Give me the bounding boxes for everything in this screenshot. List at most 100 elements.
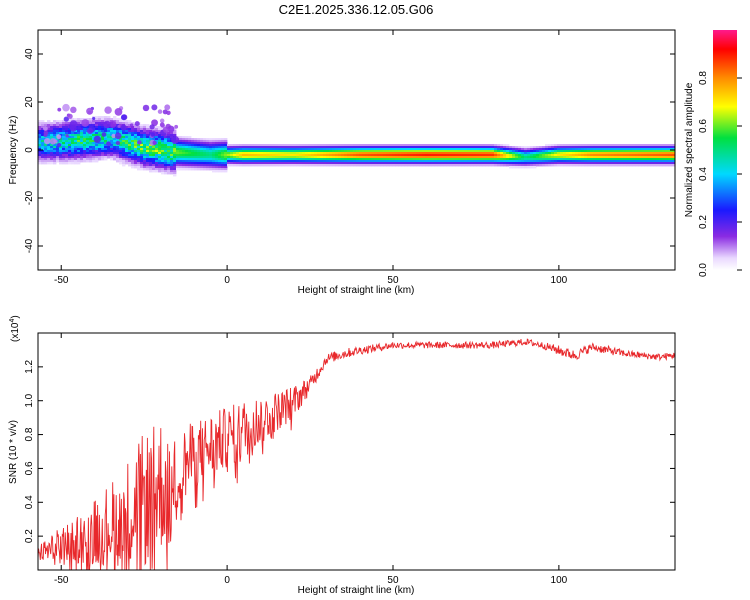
heatmap-cell	[101, 148, 105, 151]
heatmap-cell	[377, 146, 381, 149]
heatmap-cell	[296, 146, 300, 149]
heatmap-cell	[614, 158, 618, 161]
heatmap-cell	[632, 150, 636, 153]
heatmap-cell	[374, 146, 378, 149]
heatmap-cell	[491, 164, 495, 167]
heatmap-cell	[512, 162, 516, 165]
heatmap-cell	[518, 160, 522, 163]
heatmap-cell	[434, 156, 438, 159]
heatmap-cell	[590, 158, 594, 161]
heatmap-cell	[74, 148, 78, 151]
heatmap-cell	[515, 156, 519, 159]
heatmap-cell	[365, 156, 369, 159]
heatmap-cell	[131, 164, 135, 167]
heatmap-cell	[197, 160, 201, 163]
heatmap-cell	[263, 164, 267, 167]
heatmap-cell	[131, 150, 135, 153]
heatmap-cell	[68, 144, 72, 147]
heatmap-cell	[158, 132, 162, 135]
heatmap-cell	[500, 150, 504, 153]
heatmap-cell	[386, 150, 390, 153]
heatmap-cell	[134, 130, 138, 133]
heatmap-cell	[185, 162, 189, 165]
heatmap-cell	[359, 144, 363, 147]
heatmap-cell	[278, 148, 282, 151]
heatmap-cell	[395, 152, 399, 155]
heatmap-cell	[101, 154, 105, 157]
heatmap-cell	[116, 148, 120, 151]
heatmap-cell	[290, 164, 294, 167]
heatmap-cell	[650, 144, 654, 147]
heatmap-cell	[65, 142, 69, 145]
heatmap-cell	[407, 162, 411, 165]
heatmap-cell	[146, 144, 150, 147]
heatmap-cell	[545, 148, 549, 151]
heatmap-cell	[140, 148, 144, 151]
heatmap-cell	[626, 160, 630, 163]
heatmap-blob	[164, 104, 171, 111]
heatmap-cell	[581, 162, 585, 165]
heatmap-cell	[101, 156, 105, 159]
heatmap-cell	[275, 144, 279, 147]
heatmap-cell	[539, 164, 543, 167]
heatmap-cell	[68, 130, 72, 133]
heatmap-cell	[260, 158, 264, 161]
heatmap-cell	[425, 144, 429, 147]
heatmap-cell	[512, 160, 516, 163]
heatmap-cell	[479, 148, 483, 151]
heatmap-cell	[440, 154, 444, 157]
heatmap-cell	[62, 162, 66, 165]
heatmap-cell	[158, 134, 162, 137]
heatmap-cell	[296, 158, 300, 161]
heatmap-cell	[284, 144, 288, 147]
heatmap-cell	[656, 148, 660, 151]
heatmap-cell	[209, 158, 213, 161]
heatmap-cell	[191, 154, 195, 157]
heatmap-cell	[488, 164, 492, 167]
heatmap-cell	[89, 118, 93, 121]
heatmap-cell	[62, 126, 66, 129]
heatmap-cell	[620, 162, 624, 165]
heatmap-cell	[500, 148, 504, 151]
heatmap-cell	[122, 140, 126, 143]
heatmap-cell	[413, 156, 417, 159]
heatmap-cell	[506, 162, 510, 165]
heatmap-cell	[317, 162, 321, 165]
heatmap-cell	[371, 160, 375, 163]
heatmap-cell	[653, 154, 657, 157]
heatmap-cell	[266, 152, 270, 155]
heatmap-cell	[131, 126, 135, 129]
heatmap-cell	[89, 160, 93, 163]
heatmap-cell	[125, 162, 129, 165]
heatmap-cell	[167, 158, 171, 161]
heatmap-cell	[392, 146, 396, 149]
heatmap-cell	[506, 160, 510, 163]
heatmap-cell	[47, 160, 51, 163]
heatmap-cell	[629, 144, 633, 147]
heatmap-cell	[452, 164, 456, 167]
heatmap-cell	[599, 164, 603, 167]
heatmap-cell	[185, 164, 189, 167]
heatmap-cell	[128, 140, 132, 143]
heatmap-cell	[596, 152, 600, 155]
heatmap-cell	[500, 162, 504, 165]
heatmap-cell	[113, 116, 117, 119]
heatmap-cell	[449, 152, 453, 155]
heatmap-cell	[131, 136, 135, 139]
heatmap-cell	[596, 162, 600, 165]
heatmap-cell	[527, 148, 531, 151]
heatmap-cell	[71, 150, 75, 153]
heatmap-cell	[548, 156, 552, 159]
heatmap-cell	[470, 152, 474, 155]
heatmap-cell	[107, 130, 111, 133]
heatmap-cell	[389, 154, 393, 157]
heatmap-cell	[212, 154, 216, 157]
heatmap-cell	[464, 144, 468, 147]
snr-y-tick-label: 0.8	[24, 427, 35, 441]
heatmap-cell	[134, 136, 138, 139]
heatmap-cell	[272, 164, 276, 167]
heatmap-cell	[551, 156, 555, 159]
heatmap-cell	[509, 156, 513, 159]
heatmap-cell	[650, 146, 654, 149]
heatmap-cell	[71, 152, 75, 155]
